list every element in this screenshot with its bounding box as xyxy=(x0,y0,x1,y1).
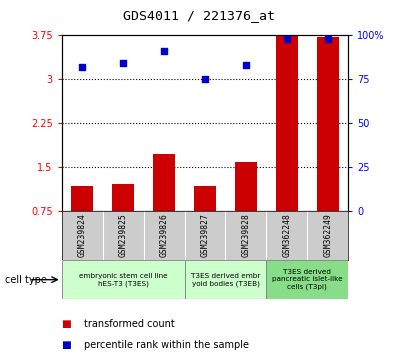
Bar xyxy=(194,185,216,211)
Text: GSM239824: GSM239824 xyxy=(78,213,87,257)
Text: ■: ■ xyxy=(62,319,75,329)
Bar xyxy=(62,260,185,299)
Bar xyxy=(112,184,135,211)
Text: GSM239828: GSM239828 xyxy=(242,213,250,257)
Text: transformed count: transformed count xyxy=(84,319,174,329)
Text: GSM239825: GSM239825 xyxy=(119,213,128,257)
Text: GSM239827: GSM239827 xyxy=(201,213,209,257)
Bar xyxy=(266,260,348,299)
Text: cell type: cell type xyxy=(5,275,47,285)
Point xyxy=(284,36,290,42)
Text: T3ES derived embr
yoid bodies (T3EB): T3ES derived embr yoid bodies (T3EB) xyxy=(191,273,260,287)
Text: ■: ■ xyxy=(62,340,75,350)
Text: GSM239826: GSM239826 xyxy=(160,213,168,257)
Text: GSM362248: GSM362248 xyxy=(282,213,291,257)
Text: T3ES derived
pancreatic islet-like
cells (T3pi): T3ES derived pancreatic islet-like cells… xyxy=(272,269,343,290)
Point xyxy=(120,61,126,66)
Bar xyxy=(235,162,257,211)
Point xyxy=(202,76,208,82)
Point xyxy=(79,64,85,70)
Bar xyxy=(71,185,94,211)
Point xyxy=(161,48,167,54)
Bar xyxy=(185,260,266,299)
Text: GSM362249: GSM362249 xyxy=(323,213,332,257)
Text: percentile rank within the sample: percentile rank within the sample xyxy=(84,340,249,350)
Text: embryonic stem cell line
hES-T3 (T3ES): embryonic stem cell line hES-T3 (T3ES) xyxy=(79,273,168,287)
Bar xyxy=(153,154,175,211)
Text: GDS4011 / 221376_at: GDS4011 / 221376_at xyxy=(123,9,275,22)
Bar xyxy=(275,35,298,211)
Point xyxy=(243,62,249,68)
Bar xyxy=(316,36,339,211)
Point xyxy=(325,36,331,42)
